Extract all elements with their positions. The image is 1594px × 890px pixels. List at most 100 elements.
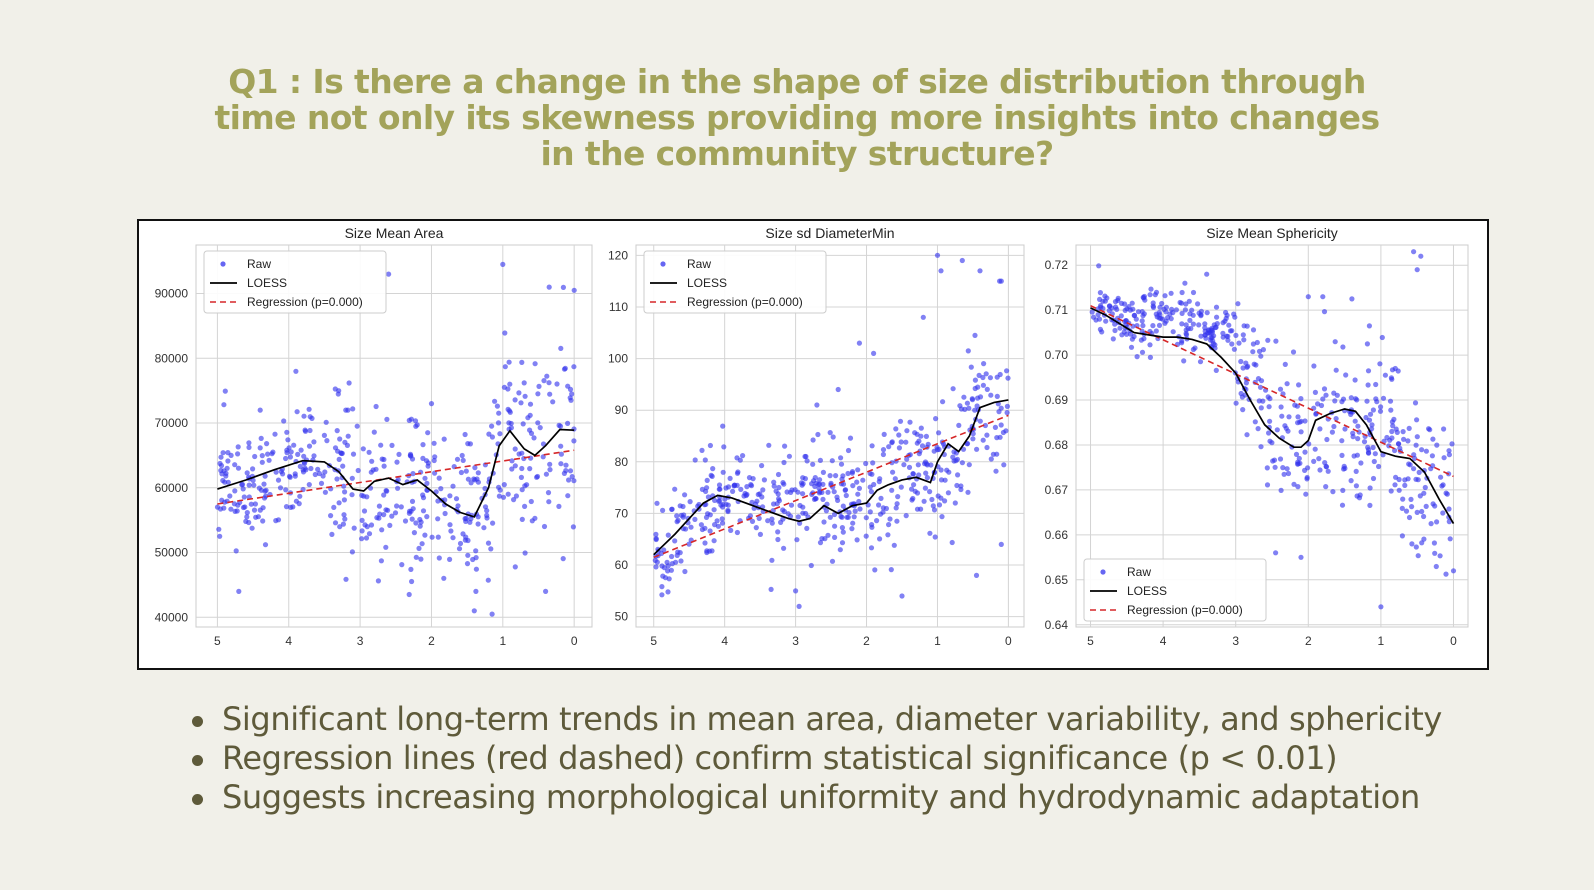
y-tick-label: 0.65: [1045, 573, 1069, 587]
raw-point: [1264, 482, 1271, 488]
raw-point: [741, 493, 747, 499]
raw-point: [702, 540, 708, 546]
raw-point: [1348, 411, 1354, 417]
raw-point: [521, 380, 527, 386]
raw-point: [887, 516, 893, 522]
regression-line: [1090, 304, 1454, 478]
raw-point: [781, 459, 787, 466]
raw-point: [252, 501, 258, 507]
raw-point: [1340, 396, 1347, 402]
raw-point: [409, 498, 416, 504]
raw-point: [395, 485, 401, 491]
raw-point: [544, 373, 550, 379]
raw-point: [1134, 354, 1140, 360]
raw-point: [1131, 312, 1137, 319]
raw-point: [459, 452, 465, 459]
raw-point: [1353, 483, 1359, 489]
raw-point: [829, 558, 836, 564]
x-tick-label: 1: [934, 634, 941, 648]
raw-point: [420, 442, 426, 448]
raw-point: [431, 440, 437, 446]
raw-point: [1119, 332, 1125, 338]
raw-point: [1226, 322, 1232, 328]
raw-point: [916, 472, 922, 478]
raw-point: [800, 510, 806, 516]
raw-point: [661, 565, 668, 571]
raw-point: [1406, 461, 1412, 467]
raw-point: [228, 506, 234, 512]
raw-point: [1140, 323, 1146, 329]
legend-box: [1083, 558, 1267, 622]
raw-point: [392, 510, 399, 516]
raw-point: [1173, 307, 1179, 313]
raw-point: [1211, 333, 1217, 339]
raw-point: [854, 479, 860, 485]
raw-point: [413, 423, 419, 429]
raw-point: [839, 540, 846, 546]
raw-point: [307, 427, 313, 434]
raw-point: [417, 516, 423, 523]
raw-point: [465, 476, 471, 482]
raw-point: [307, 414, 313, 420]
raw-point: [1285, 470, 1292, 477]
raw-point: [740, 453, 746, 459]
raw-point: [984, 432, 990, 438]
raw-point: [820, 481, 826, 487]
raw-point: [497, 431, 503, 437]
raw-point: [1334, 392, 1340, 398]
raw-point: [1179, 338, 1185, 344]
y-tick-label: 0.70: [1045, 348, 1069, 362]
raw-point: [394, 459, 400, 465]
raw-point: [984, 444, 990, 451]
raw-point: [340, 463, 346, 469]
raw-point: [1095, 312, 1101, 318]
raw-point: [417, 523, 423, 529]
raw-point: [232, 462, 238, 468]
raw-point: [1270, 458, 1276, 464]
raw-point: [1208, 327, 1214, 333]
raw-point: [568, 397, 574, 403]
raw-point: [1354, 397, 1360, 403]
raw-point: [705, 511, 711, 517]
raw-point: [223, 473, 229, 479]
raw-point: [534, 473, 541, 480]
raw-point: [699, 486, 706, 492]
raw-point: [1432, 550, 1438, 556]
raw-point: [1167, 311, 1173, 317]
raw-point: [411, 530, 417, 536]
raw-point: [221, 505, 227, 511]
raw-point: [1392, 482, 1398, 488]
raw-point: [567, 386, 574, 392]
y-tick-label: 90: [615, 403, 629, 417]
raw-point: [1373, 381, 1379, 388]
raw-point: [283, 455, 289, 462]
raw-points: [1089, 249, 1457, 610]
raw-point: [409, 516, 415, 522]
raw-point: [746, 475, 753, 481]
raw-point: [1115, 295, 1121, 301]
raw-point: [522, 483, 528, 489]
raw-point: [1267, 418, 1273, 424]
raw-point: [1250, 341, 1256, 347]
legend-label: Regression (p=0.000): [1127, 603, 1243, 617]
raw-point: [910, 471, 916, 477]
raw-point: [812, 475, 818, 481]
raw-point: [468, 480, 474, 486]
y-tick-label: 120: [608, 248, 628, 262]
raw-point: [856, 485, 863, 491]
raw-point: [938, 467, 944, 473]
raw-point: [412, 418, 419, 424]
raw-point: [366, 449, 372, 455]
raw-point: [1399, 505, 1405, 511]
raw-point: [1332, 339, 1338, 345]
raw-point: [669, 553, 675, 560]
raw-point: [322, 489, 328, 495]
raw-point: [1252, 419, 1258, 425]
raw-point: [1325, 468, 1331, 474]
raw-point: [1189, 307, 1195, 313]
raw-point: [556, 503, 562, 509]
raw-point: [756, 515, 762, 521]
raw-point: [488, 546, 494, 552]
raw-point: [1223, 309, 1229, 316]
raw-point: [259, 459, 265, 465]
